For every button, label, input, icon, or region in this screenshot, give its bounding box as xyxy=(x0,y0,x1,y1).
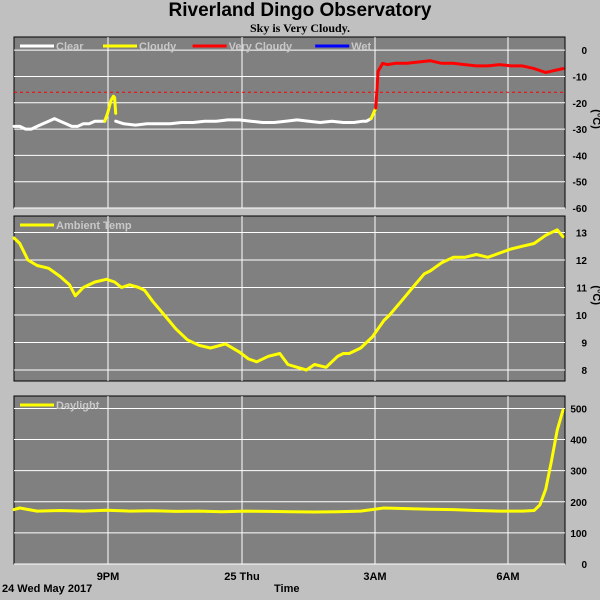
y-tick-label-ambient: 8 xyxy=(581,366,587,377)
legend-label-ambient-temp: Ambient Temp xyxy=(56,220,132,232)
y-tick-label-sky: -60 xyxy=(573,204,588,215)
legend-label-wet: Wet xyxy=(351,41,371,53)
series-line-very-cloudy xyxy=(374,59,565,110)
x-tick-label: 9PM xyxy=(97,571,120,583)
y-tick-label-daylight: 400 xyxy=(570,436,587,447)
y-tick-label-daylight: 200 xyxy=(570,498,587,509)
series-line-cloudy xyxy=(369,106,378,121)
series-line-clear xyxy=(114,117,373,127)
y-tick-label-sky: -30 xyxy=(573,125,588,136)
legend-label-clear: Clear xyxy=(56,41,84,53)
y-tick-label-sky: -20 xyxy=(573,99,588,110)
chart-title: Riverland Dingo Observatory xyxy=(168,0,432,21)
y-tick-label-daylight: 500 xyxy=(570,404,587,415)
y-tick-label-sky: -10 xyxy=(573,72,588,83)
legend-label-very-cloudy: Very Cloudy xyxy=(229,41,293,53)
plot-area-ambient xyxy=(13,215,566,382)
sky-status: Sky is Very Cloudy. xyxy=(249,21,351,35)
legend-label-cloudy: Cloudy xyxy=(139,41,177,53)
y-tick-label-daylight: 0 xyxy=(581,560,587,571)
plot-area-daylight xyxy=(13,395,566,565)
x-tick-label: 6AM xyxy=(496,571,519,583)
x-axis-label: Time xyxy=(274,583,300,595)
y-unit-label-ambient: (°C) xyxy=(590,285,600,305)
date-label: 24 Wed May 2017 xyxy=(2,583,93,595)
y-tick-label-ambient: 13 xyxy=(576,229,588,240)
y-unit-label-sky: (°C) xyxy=(590,109,600,129)
y-tick-label-sky: -50 xyxy=(573,178,588,189)
y-tick-label-ambient: 12 xyxy=(576,256,588,267)
x-tick-label: 3AM xyxy=(363,571,386,583)
y-tick-label-ambient: 9 xyxy=(581,339,587,350)
y-tick-label-sky: 0 xyxy=(581,46,587,57)
x-tick-label: 25 Thu xyxy=(224,571,259,583)
series-line-daylight xyxy=(12,408,565,514)
y-tick-label-daylight: 100 xyxy=(570,529,587,540)
y-tick-label-daylight: 300 xyxy=(570,467,587,478)
series-line-clear xyxy=(12,117,107,131)
y-tick-label-sky: -40 xyxy=(573,151,588,162)
legend-label-daylight: Daylight xyxy=(56,400,100,412)
series-line-cloudy xyxy=(103,94,118,123)
y-tick-label-ambient: 10 xyxy=(576,311,588,322)
series-line-ambient-temp xyxy=(12,228,565,372)
y-tick-label-ambient: 11 xyxy=(576,284,587,295)
